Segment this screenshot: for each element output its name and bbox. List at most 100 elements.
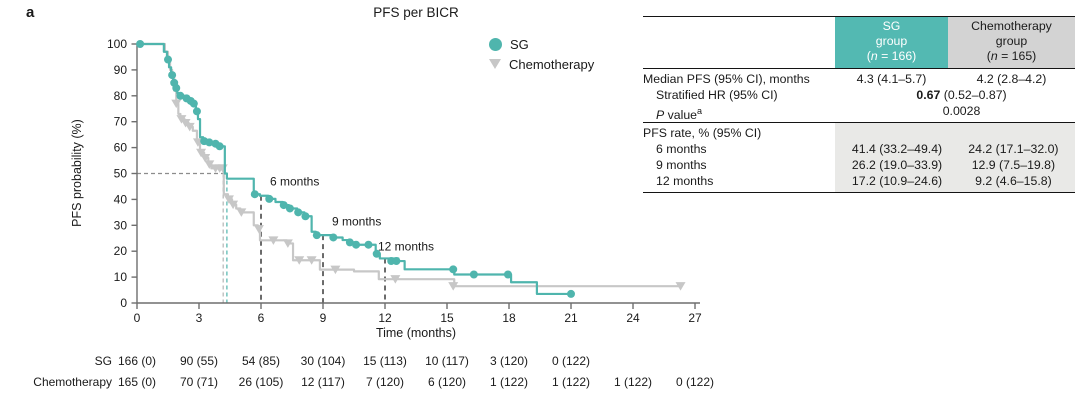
y-tick-label: 20 [114, 244, 128, 258]
censor-mark-sg [168, 71, 177, 80]
rate-6mo-chemo-value: 24.2 (17.1–32.0) [968, 142, 1059, 156]
x-tick-label: 21 [564, 311, 578, 325]
p-value-label: P valuea [656, 106, 703, 123]
x-tick-label: 0 [134, 311, 141, 325]
censor-mark-sg [329, 233, 338, 242]
censor-mark-sg [372, 249, 381, 258]
stratified-hr-label: Stratified HR (95% CI) [656, 88, 778, 102]
censor-mark-sg [205, 138, 214, 147]
median-pfs-chemo-value: 4.2 (2.8–4.2) [976, 72, 1047, 86]
y-tick-label: 70 [114, 115, 128, 129]
stratified-hr-row: Stratified HR (95% CI) 0.67 (0.52–0.87) [643, 87, 1075, 103]
censor-mark-sg [285, 204, 294, 213]
censor-mark-chemo [228, 200, 239, 210]
censor-mark-sg [176, 91, 185, 100]
risk-value: 1 (122) [489, 375, 529, 389]
legend: SG Chemotherapy [489, 34, 594, 74]
x-tick-label: 27 [688, 311, 702, 325]
rate-9mo-label: 9 months [656, 158, 707, 172]
censor-mark-sg [469, 270, 478, 279]
risk-value: 3 (120) [489, 354, 529, 368]
y-tick-label: 40 [114, 192, 128, 206]
rate-12mo-chemo-value: 9.2 (4.6–15.8) [975, 174, 1052, 188]
y-tick-label: 100 [107, 37, 127, 51]
risk-value: 15 (113) [363, 354, 407, 368]
chemo-header-line2: group [995, 34, 1028, 48]
censor-mark-sg [301, 212, 310, 221]
risk-value: 26 (105) [238, 375, 284, 389]
legend-item-chemotherapy: Chemotherapy [489, 54, 594, 74]
censor-mark-sg [265, 194, 274, 203]
summary-table: SG group (n = 166) Chemotherapy group (n… [643, 16, 1075, 193]
censor-mark-chemo [330, 265, 341, 275]
rate-12mo-row: 12 months 17.2 (10.9–24.6) 9.2 (4.6–15.8… [643, 173, 1075, 189]
censor-mark-sg [294, 208, 303, 217]
censor-mark-chemo [184, 122, 195, 132]
censor-mark-sg [136, 40, 145, 48]
censor-mark-chemo [204, 160, 215, 169]
panel-label: a [26, 4, 35, 21]
x-tick-label: 6 [258, 311, 265, 325]
summary-rate-section: PFS rate, % (95% CI) 6 months 41.4 (33.2… [643, 123, 1075, 193]
censor-mark-sg [345, 238, 354, 247]
risk-value: 165 (0) [117, 375, 157, 389]
pfs-rate-header-sg-empty [835, 125, 948, 141]
stratified-hr-value: 0.67 (0.52–0.87) [916, 88, 1007, 102]
chemotherapy-triangle-marker-icon [489, 59, 501, 69]
censor-mark-chemo [448, 282, 459, 291]
header-spacer-cell [643, 17, 835, 68]
censor-mark-sg [567, 289, 576, 298]
chart-title: PFS per BICR [373, 5, 459, 20]
censor-mark-sg [192, 107, 201, 116]
censor-mark-sg [164, 55, 173, 64]
censor-mark-sg [172, 84, 181, 93]
rate-6mo-label: 6 months [656, 142, 707, 156]
sg-circle-marker-icon [489, 37, 502, 51]
x-tick-label: 18 [502, 311, 516, 325]
rate-9mo-row: 9 months 26.2 (19.0–33.9) 12.9 (7.5–19.8… [643, 157, 1075, 173]
risk-row-label-chemotherapy: Chemotherapy [33, 375, 112, 389]
rate-9mo-sg-value: 26.2 (19.0–33.9) [851, 158, 943, 172]
sg-header-line2: group [875, 34, 908, 48]
summary-table-header-row: SG group (n = 166) Chemotherapy group (n… [643, 16, 1075, 69]
summary-median-section: Median PFS (95% CI), months 4.3 (4.1–5.7… [643, 69, 1075, 123]
censor-mark-chemo [171, 99, 182, 109]
risk-value: 0 (122) [675, 375, 715, 389]
p-value-row: P valuea 0.0028 [643, 103, 1075, 123]
y-tick-label: 10 [114, 270, 128, 284]
censor-mark-chemo [196, 148, 207, 158]
median-pfs-row: Median PFS (95% CI), months 4.3 (4.1–5.7… [643, 71, 1075, 87]
censor-mark-sg [503, 270, 512, 279]
y-tick-label: 30 [114, 218, 128, 232]
censor-mark-sg [352, 240, 361, 249]
x-tick-label: 9 [320, 311, 327, 325]
censor-mark-chemo [253, 225, 264, 234]
risk-value: 1 (122) [551, 375, 591, 389]
censor-mark-chemo [236, 208, 247, 217]
rate-6mo-sg-value: 41.4 (33.2–49.4) [851, 142, 943, 156]
y-tick-label: 60 [114, 141, 128, 155]
sg-header-line1: SG [882, 19, 901, 33]
censor-mark-sg [312, 231, 321, 240]
censor-mark-chemo [282, 239, 293, 248]
censor-mark-chemo [306, 256, 317, 265]
censor-mark-chemo [294, 256, 305, 265]
y-axis-title: PFS probability (%) [70, 119, 84, 227]
risk-value: 90 (55) [179, 354, 219, 368]
risk-row-label-sg: SG [94, 354, 112, 368]
legend-label-chemotherapy: Chemotherapy [509, 56, 595, 72]
x-tick-label: 15 [440, 311, 454, 325]
median-pfs-sg-value: 4.3 (4.1–5.7) [856, 72, 927, 86]
chemo-header-n: (n = 165) [986, 49, 1037, 63]
chemo-header-line1: Chemotherapy [971, 19, 1052, 33]
censor-mark-chemo [268, 236, 279, 245]
p-value: 0.0028 [942, 104, 981, 118]
sg-header-n: (n = 166) [866, 49, 917, 63]
censor-mark-chemo [200, 153, 211, 163]
y-tick-label: 50 [114, 167, 128, 181]
risk-value: 1 (122) [613, 375, 653, 389]
km-curve-sg [137, 42, 572, 296]
censor-mark-chemo [675, 282, 686, 291]
x-tick-label: 24 [626, 311, 640, 325]
risk-value: 0 (122) [551, 354, 591, 368]
